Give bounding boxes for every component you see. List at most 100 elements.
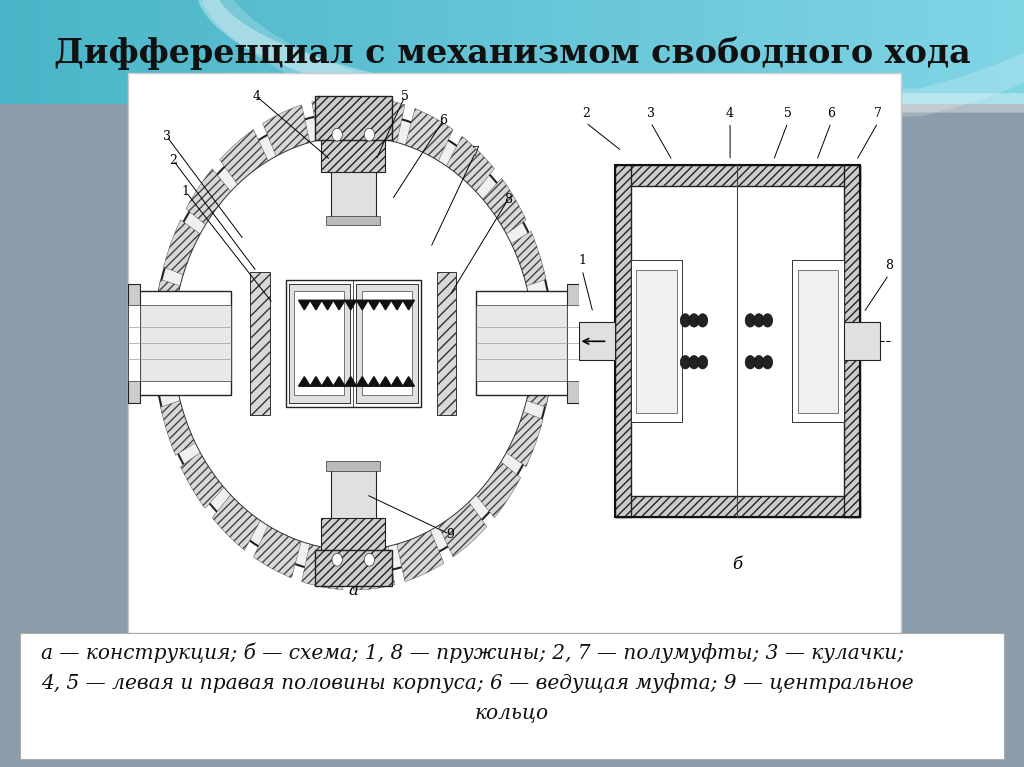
- Text: 1: 1: [182, 186, 189, 199]
- Wedge shape: [161, 397, 204, 456]
- Bar: [215, 0, 222, 104]
- Wedge shape: [362, 97, 404, 143]
- Bar: [963, 0, 970, 104]
- Bar: [778, 0, 785, 104]
- Bar: [307, 0, 314, 104]
- Bar: [865, 0, 872, 104]
- Text: 6: 6: [827, 107, 835, 120]
- Polygon shape: [380, 300, 391, 310]
- Bar: [543, 0, 550, 104]
- Text: 4: 4: [726, 107, 734, 120]
- Bar: [331, 466, 376, 522]
- Bar: [289, 284, 350, 403]
- Circle shape: [745, 314, 756, 327]
- Text: 8: 8: [885, 258, 893, 272]
- Bar: [475, 291, 579, 395]
- Polygon shape: [402, 377, 415, 387]
- Wedge shape: [302, 543, 344, 590]
- Bar: [31, 0, 38, 104]
- Bar: [876, 0, 883, 104]
- Bar: [323, 0, 330, 104]
- Bar: [338, 0, 345, 104]
- Bar: [794, 0, 801, 104]
- Bar: [783, 0, 791, 104]
- Bar: [737, 0, 744, 104]
- Bar: [532, 0, 540, 104]
- Wedge shape: [396, 528, 443, 581]
- Wedge shape: [503, 231, 546, 290]
- Circle shape: [689, 356, 699, 369]
- Bar: [128, 73, 901, 633]
- Bar: [793, 261, 844, 422]
- Bar: [41, 0, 48, 104]
- Bar: [886, 0, 893, 104]
- Bar: [51, 0, 58, 104]
- Bar: [835, 0, 842, 104]
- Polygon shape: [299, 300, 310, 310]
- Bar: [389, 0, 396, 104]
- Polygon shape: [368, 377, 380, 387]
- Wedge shape: [311, 97, 353, 141]
- Circle shape: [689, 314, 699, 327]
- Bar: [445, 0, 453, 104]
- Bar: [476, 0, 483, 104]
- Wedge shape: [254, 522, 301, 578]
- Wedge shape: [212, 489, 262, 550]
- Text: 7: 7: [472, 146, 479, 159]
- Text: а — конструкция; б — схема; 1, 8 — пружины; 2, 7 — полумуфты; 3 — кулачки;: а — конструкция; б — схема; 1, 8 — пружи…: [41, 643, 904, 663]
- Bar: [567, 305, 579, 381]
- Bar: [614, 166, 631, 517]
- Bar: [671, 0, 678, 104]
- Ellipse shape: [154, 113, 553, 574]
- Ellipse shape: [173, 137, 534, 550]
- Bar: [660, 0, 668, 104]
- Bar: [159, 0, 166, 104]
- Polygon shape: [299, 377, 310, 387]
- Bar: [814, 0, 821, 104]
- Wedge shape: [406, 109, 453, 164]
- Bar: [102, 0, 110, 104]
- Text: 8: 8: [504, 193, 512, 206]
- Bar: [415, 0, 422, 104]
- Polygon shape: [322, 300, 334, 310]
- Wedge shape: [515, 354, 553, 407]
- Bar: [241, 0, 248, 104]
- Bar: [210, 0, 217, 104]
- Polygon shape: [391, 300, 402, 310]
- Bar: [471, 0, 478, 104]
- Wedge shape: [263, 105, 310, 159]
- Bar: [358, 0, 366, 104]
- Bar: [640, 0, 647, 104]
- Bar: [1004, 0, 1011, 104]
- Bar: [845, 0, 852, 104]
- Text: 9: 9: [445, 528, 454, 541]
- Bar: [512, 0, 519, 104]
- Bar: [798, 270, 839, 413]
- Bar: [154, 0, 161, 104]
- Bar: [394, 0, 401, 104]
- Wedge shape: [472, 456, 520, 518]
- Bar: [594, 0, 601, 104]
- Bar: [128, 291, 231, 395]
- Bar: [420, 0, 427, 104]
- Wedge shape: [437, 497, 486, 557]
- Bar: [768, 0, 775, 104]
- Bar: [563, 0, 570, 104]
- Bar: [123, 0, 130, 104]
- Bar: [195, 0, 202, 104]
- Bar: [331, 164, 376, 220]
- Bar: [517, 0, 524, 104]
- Text: а: а: [348, 581, 358, 598]
- Bar: [614, 166, 860, 517]
- Bar: [922, 0, 929, 104]
- Wedge shape: [477, 178, 526, 240]
- Bar: [891, 0, 898, 104]
- Bar: [236, 0, 243, 104]
- Bar: [844, 322, 881, 360]
- Wedge shape: [154, 344, 189, 394]
- Bar: [10, 0, 17, 104]
- Wedge shape: [444, 137, 495, 197]
- Polygon shape: [356, 300, 368, 310]
- Bar: [614, 0, 622, 104]
- Wedge shape: [353, 545, 395, 590]
